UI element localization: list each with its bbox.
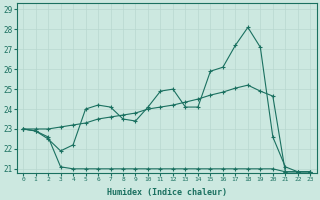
- X-axis label: Humidex (Indice chaleur): Humidex (Indice chaleur): [107, 188, 227, 197]
